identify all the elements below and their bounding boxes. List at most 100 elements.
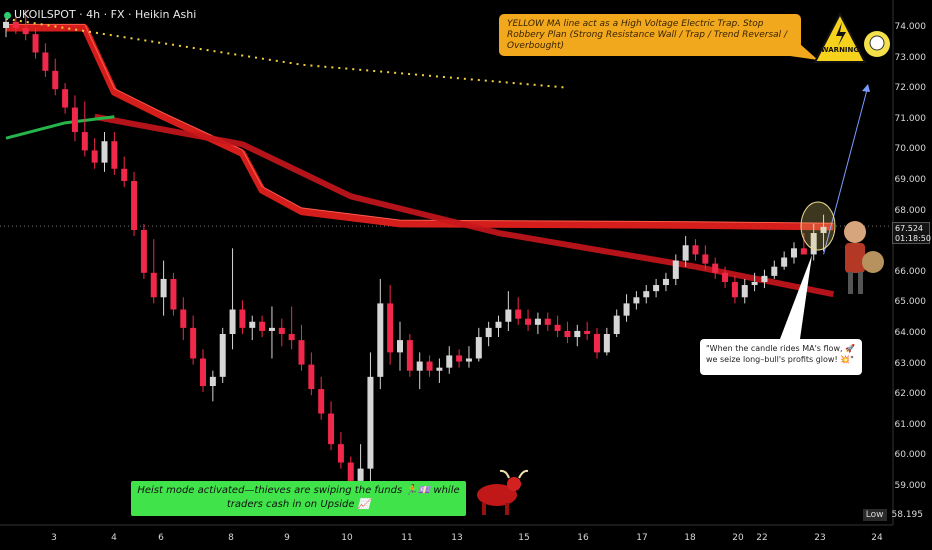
candle-body bbox=[150, 272, 157, 298]
candle-body bbox=[71, 107, 78, 133]
candle-body bbox=[682, 245, 689, 261]
candle-body bbox=[662, 278, 669, 286]
candle-body bbox=[436, 367, 443, 371]
candle-body bbox=[643, 291, 650, 298]
candle-body bbox=[475, 337, 482, 359]
time-tick-label: 9 bbox=[284, 533, 290, 543]
candle-body bbox=[180, 309, 187, 328]
price-tick-label: 65.000 bbox=[894, 297, 927, 308]
warning-callout: YELLOW MA line act as a High Voltage Ele… bbox=[499, 14, 801, 56]
candle-body bbox=[3, 21, 9, 28]
candle-body bbox=[584, 330, 591, 334]
red-ma-lower bbox=[94, 113, 834, 298]
candle-body bbox=[820, 226, 827, 234]
time-tick-label: 13 bbox=[451, 533, 463, 543]
breakout-highlight bbox=[800, 201, 836, 251]
candle-body bbox=[485, 327, 492, 338]
candle-body bbox=[603, 334, 610, 353]
candle-body bbox=[505, 309, 512, 322]
candle-body bbox=[554, 324, 561, 331]
candle-body bbox=[367, 376, 374, 469]
candle-body bbox=[52, 70, 59, 90]
current-price-tag: 67.524 01:18:50 bbox=[892, 222, 931, 244]
time-tick-label: 15 bbox=[518, 533, 530, 543]
time-tick-label: 18 bbox=[684, 533, 696, 543]
price-tick-label: 61.000 bbox=[894, 419, 927, 430]
projection-arrow bbox=[823, 85, 869, 255]
candle-body bbox=[791, 248, 797, 258]
price-tick-label: 59.000 bbox=[894, 481, 927, 491]
candle-body bbox=[544, 318, 551, 325]
candle-body bbox=[633, 297, 640, 304]
time-tick-label: 20 bbox=[732, 533, 744, 543]
warning-sign-text: WARNING bbox=[821, 46, 860, 54]
candle-body bbox=[525, 318, 532, 325]
candle-body bbox=[515, 309, 522, 319]
candle-body bbox=[22, 28, 29, 35]
candle-body bbox=[200, 358, 206, 387]
time-tick-label: 24 bbox=[871, 533, 883, 543]
price-tick-label: 69.000 bbox=[894, 175, 927, 185]
current-price-value: 67.524 bbox=[895, 224, 923, 233]
candle-body bbox=[111, 141, 118, 169]
projection-arrow-head bbox=[862, 84, 870, 92]
time-tick-label: 8 bbox=[228, 533, 234, 543]
price-tick-label: 70.000 bbox=[894, 144, 927, 155]
low-label: Low bbox=[862, 509, 887, 521]
candle-body bbox=[91, 150, 98, 163]
candle-body bbox=[347, 462, 354, 481]
candle-body bbox=[268, 327, 275, 331]
time-tick-label: 23 bbox=[814, 533, 826, 543]
yellow-ma bbox=[5, 17, 568, 89]
candle-body bbox=[594, 334, 600, 353]
skull-icon bbox=[869, 35, 885, 51]
candle-body bbox=[534, 318, 541, 325]
time-tick-label: 11 bbox=[401, 533, 413, 543]
price-tick-label: 72.000 bbox=[894, 83, 927, 94]
price-tick-label: 60.000 bbox=[894, 450, 927, 461]
bull-horns-icon bbox=[499, 469, 529, 479]
low-value: 58.195 bbox=[891, 510, 924, 520]
price-tick-label: 68.000 bbox=[894, 205, 927, 216]
price-tick-label: 62.000 bbox=[894, 389, 927, 400]
bull-head-icon bbox=[507, 477, 521, 491]
candle-body bbox=[495, 321, 502, 328]
price-tick-label: 73.000 bbox=[894, 52, 927, 63]
candle-body bbox=[692, 245, 699, 255]
candle-body bbox=[712, 263, 719, 273]
candle-body bbox=[337, 444, 344, 463]
time-tick-label: 17 bbox=[636, 533, 648, 543]
candle-body bbox=[318, 389, 325, 414]
warning-callout-text: YELLOW MA line act as a High Voltage Ele… bbox=[507, 19, 788, 51]
candle-body bbox=[62, 89, 69, 108]
lightning-icon bbox=[836, 22, 846, 46]
symbol-header[interactable]: UKOILSPOT · 4h · FX · Heikin Ashi bbox=[4, 8, 196, 21]
candle-body bbox=[259, 321, 266, 331]
candle-body bbox=[751, 281, 758, 286]
time-tick-label: 10 bbox=[341, 533, 353, 543]
candle-body bbox=[613, 315, 620, 334]
green-ma bbox=[5, 115, 115, 140]
candle-body bbox=[377, 303, 384, 377]
money-bag-icon bbox=[862, 251, 884, 273]
heist-banner-text: Heist mode activated—thieves are swiping… bbox=[137, 485, 460, 510]
candle-body bbox=[140, 229, 147, 273]
candle-body bbox=[456, 355, 463, 362]
bull-leg-icon bbox=[482, 503, 486, 515]
candle-body bbox=[229, 309, 236, 334]
candle-body bbox=[465, 358, 472, 362]
candle-body bbox=[741, 285, 748, 298]
time-tick-label: 16 bbox=[577, 533, 589, 543]
candle-body bbox=[771, 266, 778, 276]
candle-body bbox=[357, 468, 364, 481]
heist-quote-callout: "When the candle rides MA's flow, 🚀 we s… bbox=[700, 339, 862, 375]
thief-head-icon bbox=[844, 221, 866, 243]
candle-body bbox=[731, 281, 738, 298]
price-tick-label: 63.000 bbox=[894, 358, 927, 369]
candle-body bbox=[328, 413, 335, 445]
candle-body bbox=[387, 303, 394, 353]
time-tick-label: 6 bbox=[158, 533, 164, 543]
candle-body bbox=[81, 132, 88, 151]
candle-body bbox=[121, 168, 128, 181]
